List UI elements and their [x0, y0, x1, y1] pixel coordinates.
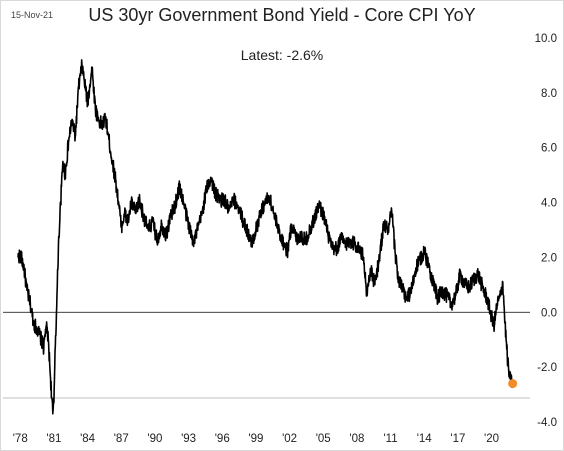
x-tick-label: '96 [215, 433, 230, 445]
yield-minus-cpi-series-line [17, 59, 514, 415]
latest-annotation: Latest: -2.6% [240, 47, 324, 63]
x-tick-label: '87 [114, 433, 129, 445]
x-tick-label: '20 [484, 433, 499, 445]
x-tick-label: '08 [349, 433, 364, 445]
x-tick-label: '78 [13, 433, 28, 445]
x-tick-label: '93 [181, 433, 196, 445]
y-tick-label: 0.0 [541, 307, 557, 319]
y-tick-label: 6.0 [541, 143, 557, 155]
latest-value-marker [508, 379, 518, 389]
x-tick-label: '05 [316, 433, 331, 445]
y-tick-label: -4.0 [537, 417, 557, 429]
y-tick-label: -2.0 [537, 362, 557, 374]
x-tick-label: '02 [282, 433, 297, 445]
date-label: 15-Nov-21 [11, 10, 54, 20]
y-tick-label: 10.0 [535, 33, 557, 45]
x-tick-label: '14 [417, 433, 433, 445]
x-tick-label: '90 [147, 433, 162, 445]
x-tick-label: '17 [450, 433, 465, 445]
y-tick-label: 8.0 [541, 88, 557, 100]
x-tick-label: '99 [248, 433, 263, 445]
x-tick-label: '84 [80, 433, 96, 445]
y-tick-label: 2.0 [541, 252, 557, 264]
y-tick-label: 4.0 [541, 198, 557, 210]
x-tick-label: '11 [383, 433, 397, 445]
x-tick-label: '81 [46, 433, 61, 445]
chart-title: US 30yr Government Bond Yield - Core CPI… [88, 5, 476, 25]
